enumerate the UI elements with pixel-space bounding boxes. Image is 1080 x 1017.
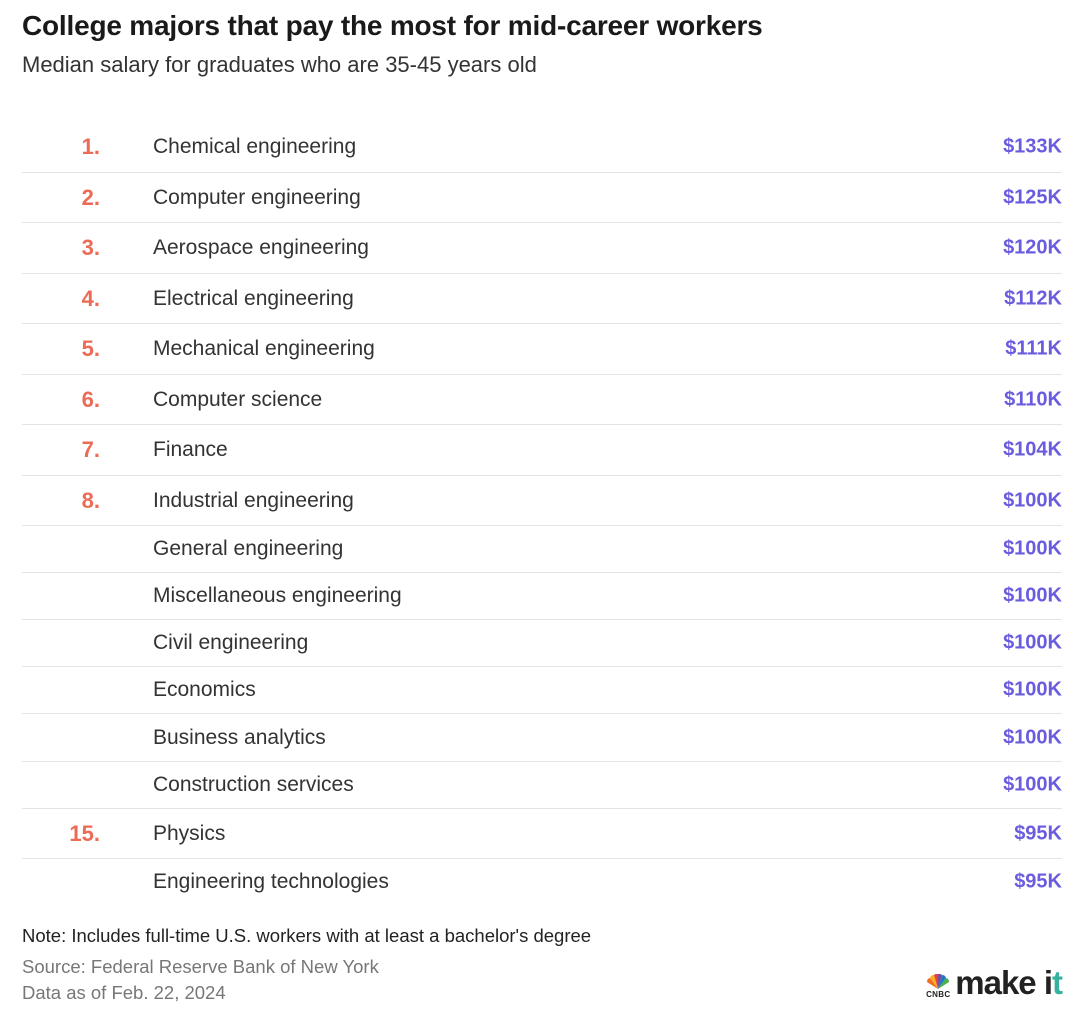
median-salary: $95K: [1014, 870, 1062, 893]
rank-number: 1.: [81, 134, 100, 159]
major-name: Aerospace engineering: [153, 236, 369, 259]
major-name: Computer engineering: [153, 185, 361, 209]
median-salary: $133K: [1003, 135, 1062, 158]
table-row: Engineering technologies $95K: [22, 859, 1062, 905]
major-name: Finance: [153, 438, 228, 461]
table-row: Construction services $100K: [22, 762, 1062, 809]
table-row: 8. Industrial engineering $100K: [22, 476, 1062, 526]
table-row: Miscellaneous engineering $100K: [22, 573, 1062, 620]
major-name: Computer science: [153, 387, 323, 411]
major-name: Civil engineering: [153, 631, 309, 654]
table-row: 2. Computer engineering $125K: [22, 173, 1062, 223]
rank-number: 4.: [81, 285, 100, 311]
make-it-wordmark: make it: [955, 964, 1063, 1001]
rank-number: 3.: [81, 235, 100, 260]
median-salary: $104K: [1003, 438, 1062, 461]
median-salary: $95K: [1014, 822, 1062, 844]
cnbc-wordmark: CNBC: [926, 990, 951, 999]
rank-number: 7.: [81, 437, 100, 462]
median-salary: $100K: [1003, 773, 1062, 796]
median-salary: $100K: [1003, 584, 1062, 607]
major-name: General engineering: [153, 537, 344, 560]
rank-number: 8.: [81, 487, 100, 513]
table-row: 1. Chemical engineering $133K: [22, 122, 1062, 173]
chart-subtitle: Median salary for graduates who are 35-4…: [22, 52, 537, 77]
table-row: 7. Finance $104K: [22, 425, 1062, 476]
table-row: 6. Computer science $110K: [22, 375, 1062, 425]
data-date: Data as of Feb. 22, 2024: [22, 982, 226, 1003]
brand-accent: t: [1052, 964, 1063, 1001]
rank-number: 5.: [81, 336, 100, 361]
median-salary: $100K: [1003, 631, 1062, 654]
major-name: Electrical engineering: [153, 286, 354, 310]
median-salary: $100K: [1003, 726, 1062, 748]
median-salary: $125K: [1003, 186, 1062, 208]
make-it-logo: CNBC make it: [925, 964, 1063, 1001]
rank-number: 2.: [81, 184, 100, 210]
table-row: 4. Electrical engineering $112K: [22, 274, 1062, 324]
median-salary: $120K: [1003, 236, 1062, 259]
major-name: Physics: [153, 821, 226, 845]
table-row: 5. Mechanical engineering $111K: [22, 324, 1062, 375]
table-row: General engineering $100K: [22, 526, 1062, 573]
peacock-icon: [927, 974, 950, 989]
median-salary: $100K: [1003, 678, 1062, 701]
major-name: Business analytics: [153, 725, 326, 749]
table-row: 15. Physics $95K: [22, 809, 1062, 859]
chart-title: College majors that pay the most for mid…: [22, 10, 763, 41]
major-name: Construction services: [153, 773, 354, 796]
table-row: Economics $100K: [22, 667, 1062, 714]
brand-main: make i: [955, 964, 1053, 1001]
major-name: Mechanical engineering: [153, 337, 375, 360]
table-row: Business analytics $100K: [22, 714, 1062, 762]
major-name: Engineering technologies: [153, 870, 389, 893]
table-row: Civil engineering $100K: [22, 620, 1062, 667]
median-salary: $112K: [1004, 287, 1062, 309]
table-row: 3. Aerospace engineering $120K: [22, 223, 1062, 274]
median-salary: $110K: [1004, 388, 1062, 410]
rank-number: 15.: [69, 820, 100, 846]
median-salary: $100K: [1003, 537, 1062, 560]
major-name: Chemical engineering: [153, 135, 357, 158]
source-line: Source: Federal Reserve Bank of New York: [22, 956, 379, 977]
major-name: Economics: [153, 678, 256, 701]
salary-table: 1. Chemical engineering $133K 2. Computer en…: [22, 122, 1062, 905]
cnbc-mark: CNBC: [925, 974, 951, 999]
median-salary: $111K: [1005, 337, 1062, 360]
footnote: Note: Includes full-time U.S. workers wi…: [22, 925, 592, 946]
median-salary: $100K: [1003, 489, 1062, 511]
rank-number: 6.: [81, 386, 100, 412]
major-name: Industrial engineering: [153, 488, 354, 512]
major-name: Miscellaneous engineering: [153, 584, 402, 607]
